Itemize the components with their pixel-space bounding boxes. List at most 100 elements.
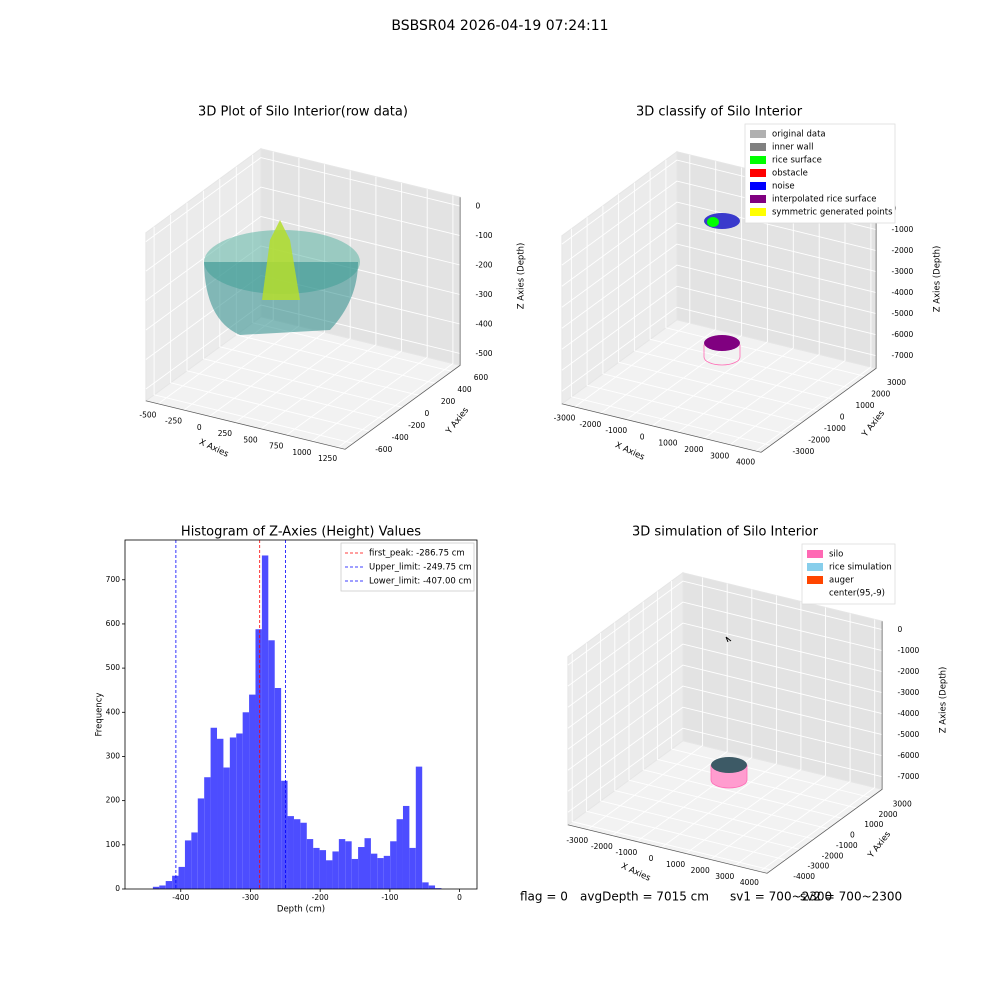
legend-label: auger xyxy=(829,576,854,586)
bar xyxy=(332,851,339,889)
z-tick-label: -1000 xyxy=(897,646,919,655)
legend-patch xyxy=(807,576,823,584)
y-tick-label: -1000 xyxy=(836,841,858,850)
grid-line xyxy=(678,180,794,433)
axis-line xyxy=(567,621,883,874)
z-axis-label: Z Axies (Depth) xyxy=(939,667,949,734)
y-tick-label: 3000 xyxy=(893,799,912,808)
grid-line xyxy=(567,685,883,771)
grid-line xyxy=(561,243,877,329)
bar xyxy=(313,847,320,889)
y-tick-label: 600 xyxy=(106,619,121,628)
y-tick-label: 0 xyxy=(840,413,845,422)
grid-line xyxy=(729,192,846,446)
z-tick-label: -3000 xyxy=(891,267,913,276)
bar xyxy=(435,888,442,889)
grid-line xyxy=(618,194,818,412)
x-tick-label: 3000 xyxy=(715,872,734,881)
legend-patch xyxy=(750,130,766,138)
x-tick-label: 0 xyxy=(649,854,654,863)
legend-label: original data xyxy=(772,130,826,140)
y-tick-label: 0 xyxy=(115,884,120,893)
grid-line xyxy=(311,189,428,442)
x-tick-label: -300 xyxy=(242,893,259,902)
sim-rice xyxy=(711,757,747,773)
grid-line xyxy=(145,186,461,272)
legend-box xyxy=(340,542,475,592)
grid-line xyxy=(628,612,829,830)
y-axis-label: Frequency xyxy=(95,693,105,737)
bar xyxy=(165,881,173,889)
chart-title: Histogram of Z-Axies (Height) Values xyxy=(181,525,421,540)
bar xyxy=(351,858,359,889)
y-tick-label: -1000 xyxy=(824,424,846,433)
grid-line xyxy=(145,216,461,301)
legend-label: noise xyxy=(772,182,795,192)
x-tick-label: 250 xyxy=(218,429,233,438)
bar xyxy=(293,819,301,889)
bar xyxy=(178,866,185,889)
legend-label: Lower_limit: -407.00 cm xyxy=(369,577,471,587)
x-tick-label: 1000 xyxy=(658,439,677,448)
z-tick-label: -100 xyxy=(475,231,492,240)
x-tick-label: -2000 xyxy=(579,420,601,429)
z-tick-label: -2000 xyxy=(897,667,919,676)
z-tick-label: -7000 xyxy=(891,351,913,360)
legend-patch xyxy=(750,182,766,190)
x-tick-label: 4000 xyxy=(740,878,759,887)
grid-line xyxy=(567,580,883,666)
legend-patch xyxy=(750,156,766,164)
grid-line xyxy=(585,643,786,861)
x-tick-label: -2000 xyxy=(591,842,613,851)
y-tick-label: 200 xyxy=(106,796,121,805)
point-cloud-sketches xyxy=(204,213,748,789)
footer-text: sv1 = 700~2300 xyxy=(730,890,832,904)
grid-line xyxy=(652,173,768,427)
grid-line xyxy=(567,706,883,792)
grid-line xyxy=(235,166,436,384)
legend-patch xyxy=(807,563,823,571)
axis-line xyxy=(561,200,877,453)
grid-line xyxy=(567,643,883,729)
legend-box xyxy=(744,123,896,224)
grid-line xyxy=(234,170,351,423)
x-tick-label: -200 xyxy=(312,893,329,902)
bar xyxy=(338,839,346,889)
grid-line xyxy=(642,601,843,819)
bar xyxy=(345,841,352,889)
grid-line xyxy=(561,264,877,350)
z-tick-label: -6000 xyxy=(897,751,919,760)
grid-line xyxy=(614,622,815,840)
grid-line xyxy=(685,601,802,854)
x-tick-label: 1250 xyxy=(318,454,337,463)
bar xyxy=(210,727,218,889)
z-tick-label: -5000 xyxy=(891,309,913,318)
z-tick-label: -4000 xyxy=(897,709,919,718)
grid-line xyxy=(649,171,850,389)
grid-line xyxy=(260,176,377,430)
chart-title: 3D Plot of Silo Interior(row data) xyxy=(198,105,408,120)
z-axis-label: Z Axies (Depth) xyxy=(933,246,943,313)
grid-line xyxy=(710,607,826,860)
grid-line xyxy=(636,589,753,842)
grid-line xyxy=(671,581,871,798)
legend-label: symmetric generated points xyxy=(772,208,893,218)
figure-title: BSBSR04 2026-04-19 07:24:11 xyxy=(391,18,608,34)
y-tick-label: 0 xyxy=(425,409,430,418)
x-tick-label: -400 xyxy=(172,893,189,902)
bar xyxy=(287,816,294,889)
y-tick-label: 400 xyxy=(106,707,121,716)
bar xyxy=(319,850,327,889)
sim-center xyxy=(725,636,732,643)
x-tick-label: 0 xyxy=(640,432,645,441)
bar xyxy=(223,767,230,889)
y-tick-label: 3000 xyxy=(887,378,906,387)
z-tick-label: -2000 xyxy=(891,246,913,255)
plot-frame xyxy=(124,539,478,890)
x-tick-label: 500 xyxy=(243,435,258,444)
legend-patch xyxy=(807,550,823,558)
bar xyxy=(306,839,314,889)
x-axis-label: Depth (cm) xyxy=(277,905,325,915)
y-tick-label: 100 xyxy=(106,840,121,849)
